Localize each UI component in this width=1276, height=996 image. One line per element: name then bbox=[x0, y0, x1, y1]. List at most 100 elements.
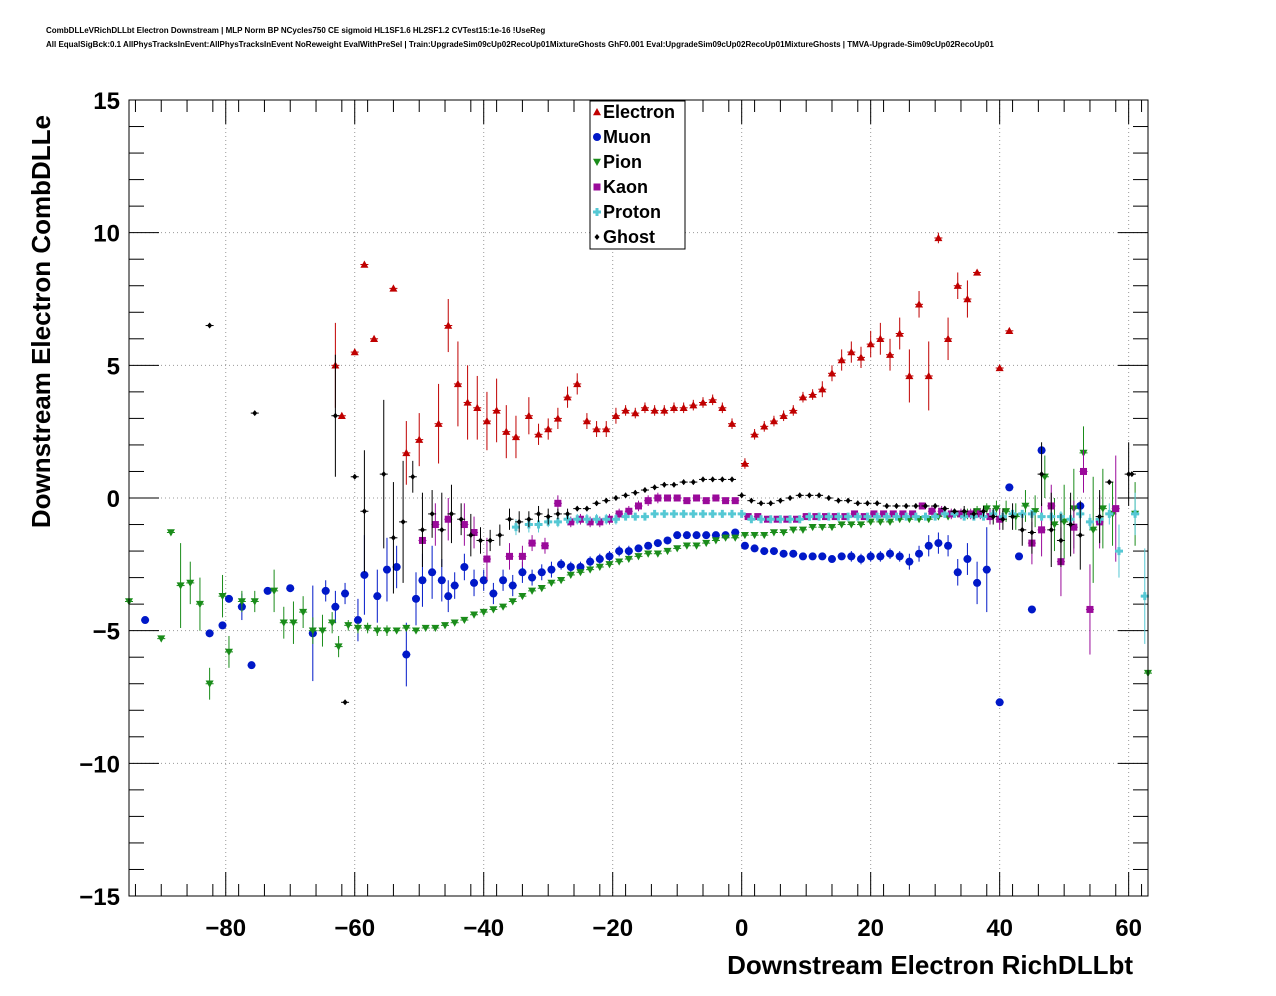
data-point bbox=[818, 385, 827, 393]
data-point bbox=[444, 515, 452, 523]
data-point bbox=[671, 481, 677, 488]
data-point bbox=[557, 577, 566, 585]
data-point bbox=[555, 510, 561, 517]
data-point bbox=[961, 508, 967, 515]
data-point bbox=[605, 561, 614, 569]
data-point bbox=[634, 553, 643, 561]
data-point bbox=[460, 521, 468, 529]
data-point bbox=[342, 699, 348, 706]
x-tick-label: −80 bbox=[205, 915, 246, 942]
data-point bbox=[450, 619, 459, 627]
data-point bbox=[1086, 605, 1094, 613]
data-point bbox=[195, 600, 204, 609]
data-point bbox=[692, 531, 701, 540]
data-point bbox=[847, 521, 856, 529]
data-point bbox=[603, 497, 609, 504]
data-point bbox=[605, 552, 614, 561]
data-point bbox=[1039, 471, 1045, 478]
data-point bbox=[982, 565, 991, 574]
data-point bbox=[905, 371, 914, 380]
y-tick-label: 15 bbox=[93, 88, 120, 115]
data-point bbox=[595, 555, 604, 564]
data-point bbox=[779, 411, 788, 419]
data-point bbox=[224, 648, 233, 656]
data-point bbox=[594, 500, 600, 507]
data-point bbox=[712, 494, 720, 502]
data-point bbox=[567, 518, 575, 526]
data-point bbox=[722, 497, 730, 505]
data-point bbox=[663, 536, 672, 545]
data-point bbox=[499, 603, 508, 611]
data-point bbox=[453, 379, 462, 388]
data-point bbox=[400, 518, 406, 525]
x-tick-labels: −80 −60 −40 −20 0 20 40 60 bbox=[205, 915, 1142, 942]
data-point bbox=[928, 507, 936, 515]
data-point bbox=[437, 576, 446, 585]
data-point bbox=[611, 411, 620, 419]
data-point bbox=[758, 500, 764, 507]
data-point bbox=[318, 627, 327, 635]
data-point bbox=[921, 512, 930, 521]
data-point bbox=[1031, 508, 1040, 516]
data-point bbox=[857, 353, 866, 361]
data-point bbox=[524, 411, 533, 419]
data-point bbox=[218, 621, 227, 630]
series-ghost bbox=[205, 322, 1136, 706]
data-point bbox=[915, 300, 924, 308]
data-point bbox=[507, 516, 513, 523]
data-point bbox=[1048, 526, 1054, 533]
data-point bbox=[411, 594, 420, 603]
data-point bbox=[1106, 479, 1112, 486]
data-point bbox=[902, 512, 911, 521]
y-tick-label: 0 bbox=[107, 486, 120, 513]
data-point bbox=[526, 516, 532, 523]
data-point bbox=[361, 508, 367, 515]
data-point bbox=[847, 348, 856, 356]
data-point bbox=[332, 412, 338, 419]
data-point bbox=[621, 512, 630, 521]
data-point bbox=[536, 510, 542, 517]
data-point bbox=[479, 608, 488, 617]
legend-entry-proton: Proton bbox=[593, 202, 661, 222]
data-point bbox=[938, 507, 946, 515]
data-point bbox=[337, 411, 346, 419]
data-point bbox=[851, 510, 859, 518]
data-point bbox=[768, 500, 774, 507]
data-point bbox=[565, 510, 571, 517]
data-point bbox=[1131, 509, 1140, 518]
data-point bbox=[889, 510, 897, 518]
legend-label: Proton bbox=[603, 202, 661, 222]
data-point bbox=[808, 390, 817, 398]
data-point bbox=[279, 619, 288, 627]
data-point bbox=[487, 537, 493, 544]
y-tick-label: −5 bbox=[93, 619, 120, 646]
x-tick-label: −60 bbox=[334, 915, 375, 942]
data-point bbox=[207, 322, 213, 329]
data-point bbox=[353, 624, 362, 633]
data-point bbox=[681, 479, 687, 486]
data-point bbox=[827, 369, 836, 377]
data-point bbox=[847, 552, 856, 561]
data-point bbox=[431, 624, 440, 633]
data-point bbox=[777, 497, 783, 504]
data-point bbox=[934, 539, 943, 548]
data-point bbox=[470, 578, 479, 587]
data-point bbox=[805, 512, 814, 521]
data-point bbox=[615, 547, 624, 556]
data-point bbox=[1080, 467, 1088, 475]
data-point bbox=[286, 584, 295, 593]
data-point bbox=[922, 502, 928, 509]
data-point bbox=[1129, 471, 1135, 478]
data-point bbox=[541, 542, 549, 550]
data-point bbox=[700, 476, 706, 483]
data-point bbox=[1068, 521, 1074, 528]
data-point bbox=[492, 406, 501, 414]
data-point bbox=[621, 406, 630, 414]
data-series bbox=[125, 232, 1152, 707]
data-point bbox=[625, 507, 633, 515]
data-point bbox=[602, 515, 611, 524]
data-point bbox=[857, 521, 866, 529]
data-point bbox=[973, 268, 982, 276]
data-point bbox=[789, 526, 798, 534]
